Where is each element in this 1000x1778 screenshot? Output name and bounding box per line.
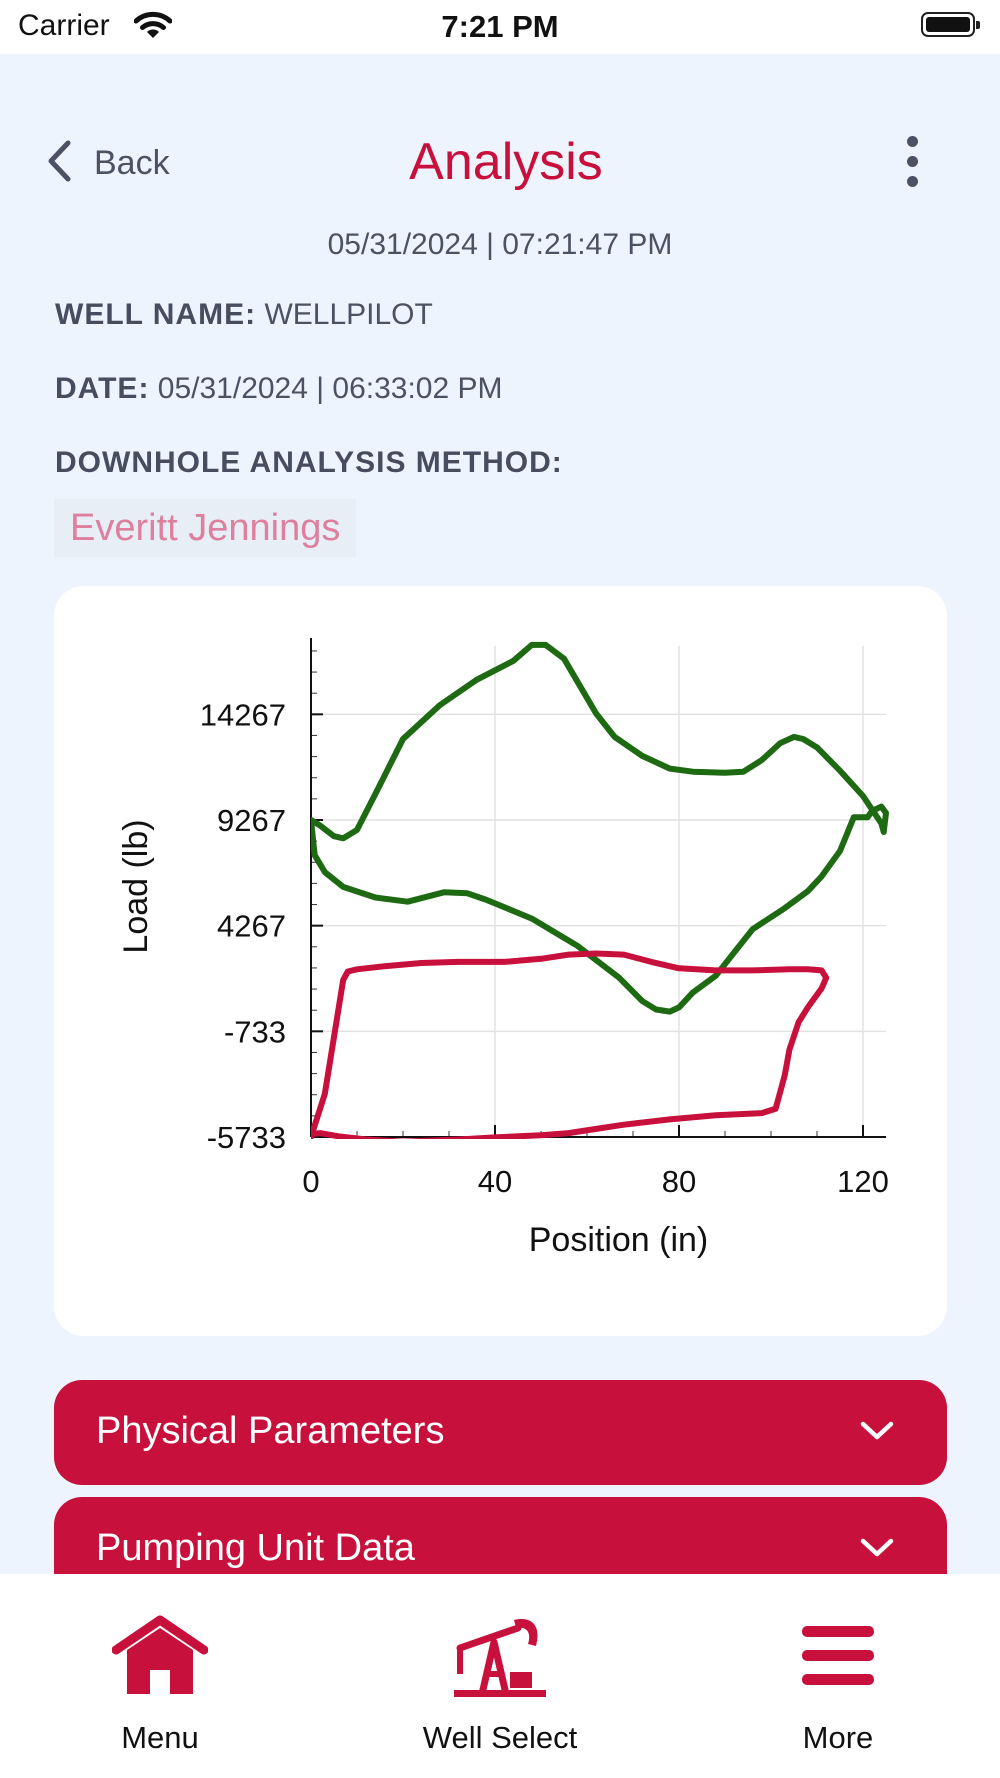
date-label: DATE: xyxy=(55,372,150,405)
tab-bar: Menu Well Select More xyxy=(0,1574,1000,1778)
method-row: DOWNHOLE ANALYSIS METHOD: xyxy=(55,446,563,480)
status-time: 7:21 PM xyxy=(441,9,559,44)
y-tick-label: 14267 xyxy=(200,697,286,732)
chevron-left-icon xyxy=(46,140,72,187)
more-options-icon[interactable] xyxy=(900,136,926,192)
date-value: 05/31/2024 | 06:33:02 PM xyxy=(157,372,503,405)
y-tick-label: -733 xyxy=(224,1014,286,1049)
x-tick-label: 120 xyxy=(837,1164,889,1199)
method-label: DOWNHOLE ANALYSIS METHOD: xyxy=(55,446,563,479)
dynamometer-chart: -5733 -733 4267 9267 14267 0 40 80 120 Position (… xyxy=(117,638,889,1259)
tab-well-select[interactable]: Well Select xyxy=(380,1574,620,1774)
pumpjack-icon xyxy=(380,1614,620,1698)
y-tick-label: 9267 xyxy=(217,803,286,838)
date-row: DATE: 05/31/2024 | 06:33:02 PM xyxy=(55,372,503,406)
home-icon xyxy=(40,1614,280,1698)
tab-label: More xyxy=(802,1720,874,1755)
analysis-timestamp: 05/31/2024 | 07:21:47 PM xyxy=(327,228,673,261)
well-name-label: WELL NAME: xyxy=(55,298,257,331)
status-bar: Carrier 7:21 PM xyxy=(0,0,1000,54)
battery-icon xyxy=(921,12,980,37)
chart-card: -5733 -733 4267 9267 14267 0 40 80 120 Position (… xyxy=(54,586,947,1336)
x-axis-title: Position (in) xyxy=(529,1221,709,1259)
accordion-label: Physical Parameters xyxy=(96,1410,445,1452)
x-tick-label: 40 xyxy=(478,1164,512,1199)
tab-label: Menu xyxy=(121,1720,199,1755)
accordion-physical-parameters[interactable]: Physical Parameters xyxy=(54,1380,947,1485)
chevron-down-icon xyxy=(859,1420,895,1447)
hamburger-icon xyxy=(718,1614,958,1698)
y-tick-label: -5733 xyxy=(207,1120,286,1155)
x-tick-label: 0 xyxy=(302,1164,319,1199)
y-axis-title: Load (lb) xyxy=(117,819,155,953)
tab-label: Well Select xyxy=(422,1720,578,1755)
surface-card-line xyxy=(311,641,889,1015)
back-label: Back xyxy=(94,143,170,182)
well-name-row: WELL NAME: WELLPILOT xyxy=(55,298,433,332)
back-button[interactable]: Back xyxy=(46,138,170,188)
x-tick-label: 80 xyxy=(662,1164,696,1199)
downhole-card-line xyxy=(311,950,830,1139)
tab-menu[interactable]: Menu xyxy=(40,1574,280,1774)
well-name-value: WELLPILOT xyxy=(264,298,433,331)
method-value: Everitt Jennings xyxy=(54,499,357,557)
carrier-label: Carrier xyxy=(18,9,110,42)
y-tick-label: 4267 xyxy=(217,909,286,944)
chevron-down-icon xyxy=(859,1537,895,1564)
accordion-label: Pumping Unit Data xyxy=(96,1527,415,1569)
page-title: Analysis xyxy=(409,133,603,191)
tab-more[interactable]: More xyxy=(718,1574,958,1774)
wifi-icon xyxy=(133,10,173,45)
